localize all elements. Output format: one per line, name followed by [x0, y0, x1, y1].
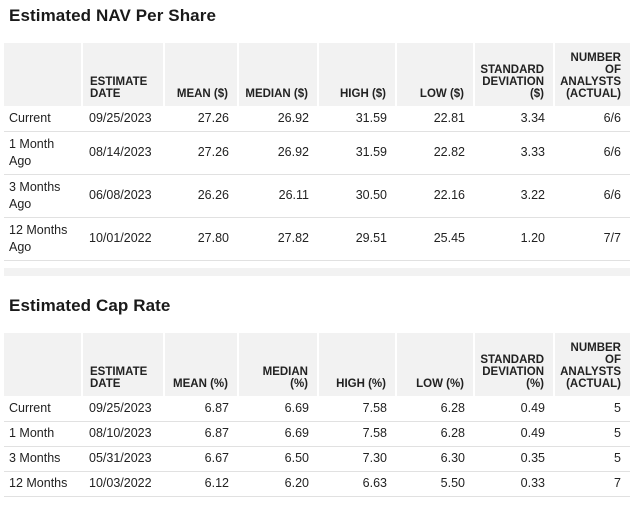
- std-dev-cell: 0.35: [474, 446, 554, 472]
- num-analysts-header: NUMBER OF ANALYSTS (ACTUAL): [553, 43, 630, 106]
- date-cell: 05/31/2023: [82, 446, 164, 472]
- low-cell: 22.81: [396, 106, 474, 132]
- table-row: Current 09/25/2023 27.26 26.92 31.59 22.…: [4, 106, 630, 132]
- analysts-cell: 6/6: [554, 106, 630, 132]
- table-row: Current 09/25/2023 6.87 6.69 7.58 6.28 0…: [4, 396, 630, 422]
- period-cell: 12 Months Ago: [4, 217, 82, 261]
- high-cell: 6.63: [318, 471, 396, 497]
- table-header-row: ESTIMATE DATE MEAN ($) MEDIAN ($) HIGH (…: [4, 43, 630, 106]
- high-cell: 29.51: [318, 217, 396, 261]
- mean-cell: 26.26: [164, 174, 238, 218]
- table-row: 1 Month Ago 08/14/2023 27.26 26.92 31.59…: [4, 131, 630, 175]
- num-analysts-header: NUMBER OF ANALYSTS (ACTUAL): [553, 333, 630, 396]
- nav-per-share-table: ESTIMATE DATE MEAN ($) MEDIAN ($) HIGH (…: [4, 43, 630, 261]
- estimate-date-header: ESTIMATE DATE: [81, 43, 164, 106]
- high-header: HIGH ($): [317, 43, 396, 106]
- period-cell: 12 Months: [4, 471, 82, 497]
- mean-header: MEAN (%): [163, 333, 238, 396]
- low-cell: 5.50: [396, 471, 474, 497]
- date-cell: 09/25/2023: [82, 396, 164, 422]
- low-header: LOW ($): [395, 43, 474, 106]
- std-dev-cell: 3.33: [474, 131, 554, 175]
- period-cell: Current: [4, 106, 82, 132]
- std-dev-cell: 0.49: [474, 421, 554, 447]
- cap-section-title: Estimated Cap Rate: [9, 296, 171, 315]
- mean-cell: 6.87: [164, 421, 238, 447]
- date-cell: 10/03/2022: [82, 471, 164, 497]
- period-cell: 3 Months Ago: [4, 174, 82, 218]
- nav-section-title: Estimated NAV Per Share: [9, 6, 217, 25]
- date-cell: 06/08/2023: [82, 174, 164, 218]
- median-header: MEDIAN (%): [237, 333, 318, 396]
- low-cell: 6.28: [396, 421, 474, 447]
- analysts-cell: 6/6: [554, 131, 630, 175]
- mean-header: MEAN ($): [163, 43, 238, 106]
- low-cell: 22.16: [396, 174, 474, 218]
- median-cell: 6.69: [238, 421, 318, 447]
- median-header: MEDIAN ($): [237, 43, 318, 106]
- median-cell: 6.69: [238, 396, 318, 422]
- mean-cell: 27.26: [164, 106, 238, 132]
- analysts-cell: 5: [554, 421, 630, 447]
- date-cell: 08/14/2023: [82, 131, 164, 175]
- std-dev-cell: 3.34: [474, 106, 554, 132]
- table-row: 12 Months Ago 10/01/2022 27.80 27.82 29.…: [4, 217, 630, 261]
- std-dev-cell: 0.49: [474, 396, 554, 422]
- low-cell: 22.82: [396, 131, 474, 175]
- analysts-cell: 5: [554, 446, 630, 472]
- table-row: 1 Month 08/10/2023 6.87 6.69 7.58 6.28 0…: [4, 421, 630, 447]
- median-cell: 6.20: [238, 471, 318, 497]
- high-cell: 7.58: [318, 396, 396, 422]
- mean-cell: 6.12: [164, 471, 238, 497]
- date-cell: 10/01/2022: [82, 217, 164, 261]
- table-row: 3 Months 05/31/2023 6.67 6.50 7.30 6.30 …: [4, 446, 630, 472]
- analysts-cell: 7: [554, 471, 630, 497]
- median-cell: 26.11: [238, 174, 318, 218]
- period-header: [4, 333, 82, 396]
- table-row: 12 Months 10/03/2022 6.12 6.20 6.63 5.50…: [4, 471, 630, 497]
- high-cell: 31.59: [318, 106, 396, 132]
- cap-rate-table: ESTIMATE DATE MEAN (%) MEDIAN (%) HIGH (…: [4, 333, 630, 497]
- high-cell: 7.58: [318, 421, 396, 447]
- low-cell: 6.30: [396, 446, 474, 472]
- std-dev-header: STANDARD DEVIATION ($): [473, 43, 554, 106]
- median-cell: 26.92: [238, 131, 318, 175]
- median-cell: 26.92: [238, 106, 318, 132]
- high-cell: 7.30: [318, 446, 396, 472]
- period-cell: 1 Month Ago: [4, 131, 82, 175]
- analysts-cell: 5: [554, 396, 630, 422]
- mean-cell: 27.80: [164, 217, 238, 261]
- std-dev-cell: 3.22: [474, 174, 554, 218]
- table-header-row: ESTIMATE DATE MEAN (%) MEDIAN (%) HIGH (…: [4, 333, 630, 396]
- table-row: 3 Months Ago 06/08/2023 26.26 26.11 30.5…: [4, 174, 630, 218]
- mean-cell: 6.87: [164, 396, 238, 422]
- analysts-cell: 7/7: [554, 217, 630, 261]
- median-cell: 27.82: [238, 217, 318, 261]
- std-dev-header: STANDARD DEVIATION (%): [473, 333, 554, 396]
- analysts-cell: 6/6: [554, 174, 630, 218]
- date-cell: 09/25/2023: [82, 106, 164, 132]
- low-cell: 25.45: [396, 217, 474, 261]
- period-cell: 1 Month: [4, 421, 82, 447]
- median-cell: 6.50: [238, 446, 318, 472]
- high-cell: 30.50: [318, 174, 396, 218]
- period-header: [4, 43, 82, 106]
- section-divider: [4, 268, 630, 276]
- mean-cell: 6.67: [164, 446, 238, 472]
- date-cell: 08/10/2023: [82, 421, 164, 447]
- high-header: HIGH (%): [317, 333, 396, 396]
- estimate-date-header: ESTIMATE DATE: [81, 333, 164, 396]
- low-cell: 6.28: [396, 396, 474, 422]
- period-cell: Current: [4, 396, 82, 422]
- std-dev-cell: 1.20: [474, 217, 554, 261]
- high-cell: 31.59: [318, 131, 396, 175]
- low-header: LOW (%): [395, 333, 474, 396]
- std-dev-cell: 0.33: [474, 471, 554, 497]
- mean-cell: 27.26: [164, 131, 238, 175]
- period-cell: 3 Months: [4, 446, 82, 472]
